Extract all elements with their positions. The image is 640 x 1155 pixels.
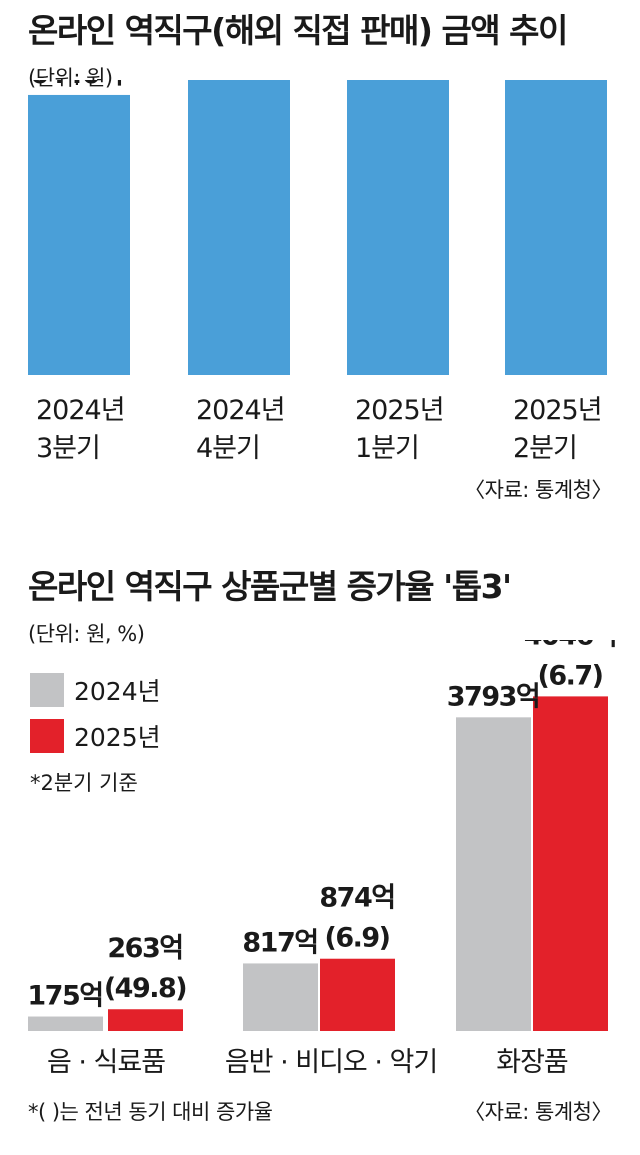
chart1-bar-3 (505, 80, 607, 375)
chart2-value-label-2024-1: 817억 (242, 927, 317, 958)
chart2-value-label-2024-2: 3793억 (447, 681, 540, 712)
chart1-category-label-3-0: 2025년 (513, 395, 602, 426)
chart1-category-label-1-1: 4분기 (196, 433, 260, 464)
chart1-unit-note: (단위: 원) (28, 66, 113, 90)
legend-label-2025: 2025년 (74, 723, 161, 752)
chart1-title: 온라인 역직구(해외 직접 판매) 금액 추이 (28, 11, 568, 50)
chart2-bar-2024-0 (28, 1016, 103, 1031)
chart1-category-label-3-1: 2분기 (513, 433, 577, 464)
chart1-category-label-0-1: 3분기 (36, 433, 100, 464)
chart2-value-label-2025-0: 263억 (107, 933, 182, 964)
chart2-growth-label-1: (6.9) (324, 923, 389, 954)
legend-label-2024: 2024년 (74, 677, 161, 706)
chart1-bar-2 (347, 80, 449, 375)
chart2-value-label-2025-1: 874억 (319, 883, 394, 914)
chart2-bar-2024-2 (456, 717, 531, 1031)
chart2-source: 〈자료: 통계청〉 (464, 1100, 612, 1124)
chart1-value-label-0: 6440억 (30, 80, 123, 90)
chart1-bar-1 (188, 80, 290, 375)
chart1-category-label-2-1: 1분기 (355, 433, 419, 464)
chart2-bar-2025-0 (108, 1009, 183, 1031)
chart2-title: 온라인 역직구 상품군별 증가율 '톱3' (28, 567, 512, 606)
chart2-value-label-2024-0: 175억 (27, 981, 102, 1012)
chart2-value-label-2025-2: 4046억 (524, 640, 617, 651)
chart2-growth-label-2: (6.7) (537, 660, 602, 691)
chart2-category-label-2: 화장품 (496, 1047, 568, 1078)
chart2-footnote: *( )는 전년 동기 대비 증가율 (28, 1100, 273, 1124)
chart2-category-label-1: 음반 · 비디오 · 악기 (225, 1047, 437, 1078)
chart1-category-label-2-0: 2025년 (355, 395, 444, 426)
chart2-growth-label-0: (49.8) (104, 973, 186, 1004)
chart2-unit-note: (단위: 원, %) (28, 622, 145, 646)
chart1-category-label-0-0: 2024년 (36, 395, 125, 426)
chart2-bar-2025-2 (533, 696, 608, 1031)
chart1-source: 〈자료: 통계청〉 (464, 478, 612, 502)
legend-swatch-2024 (30, 673, 64, 707)
legend-item-2025: 2025년 (30, 718, 161, 754)
chart1-plot: 6440억2024년3분기7005억2024년4분기7333억2025년1분기7… (28, 80, 607, 464)
chart2-bar-2025-1 (320, 958, 395, 1031)
chart2-bar-2024-1 (243, 963, 318, 1031)
chart2-legend: 2024년 2025년 *2분기 기준 (30, 672, 161, 810)
legend-note: *2분기 기준 (30, 771, 138, 795)
chart2-category-label-0: 음 · 식료품 (47, 1047, 165, 1078)
chart1-category-label-1-0: 2024년 (196, 395, 285, 426)
legend-item-2024: 2024년 (30, 672, 161, 708)
chart1-bar-0 (28, 94, 130, 375)
legend-swatch-2025 (30, 719, 64, 753)
